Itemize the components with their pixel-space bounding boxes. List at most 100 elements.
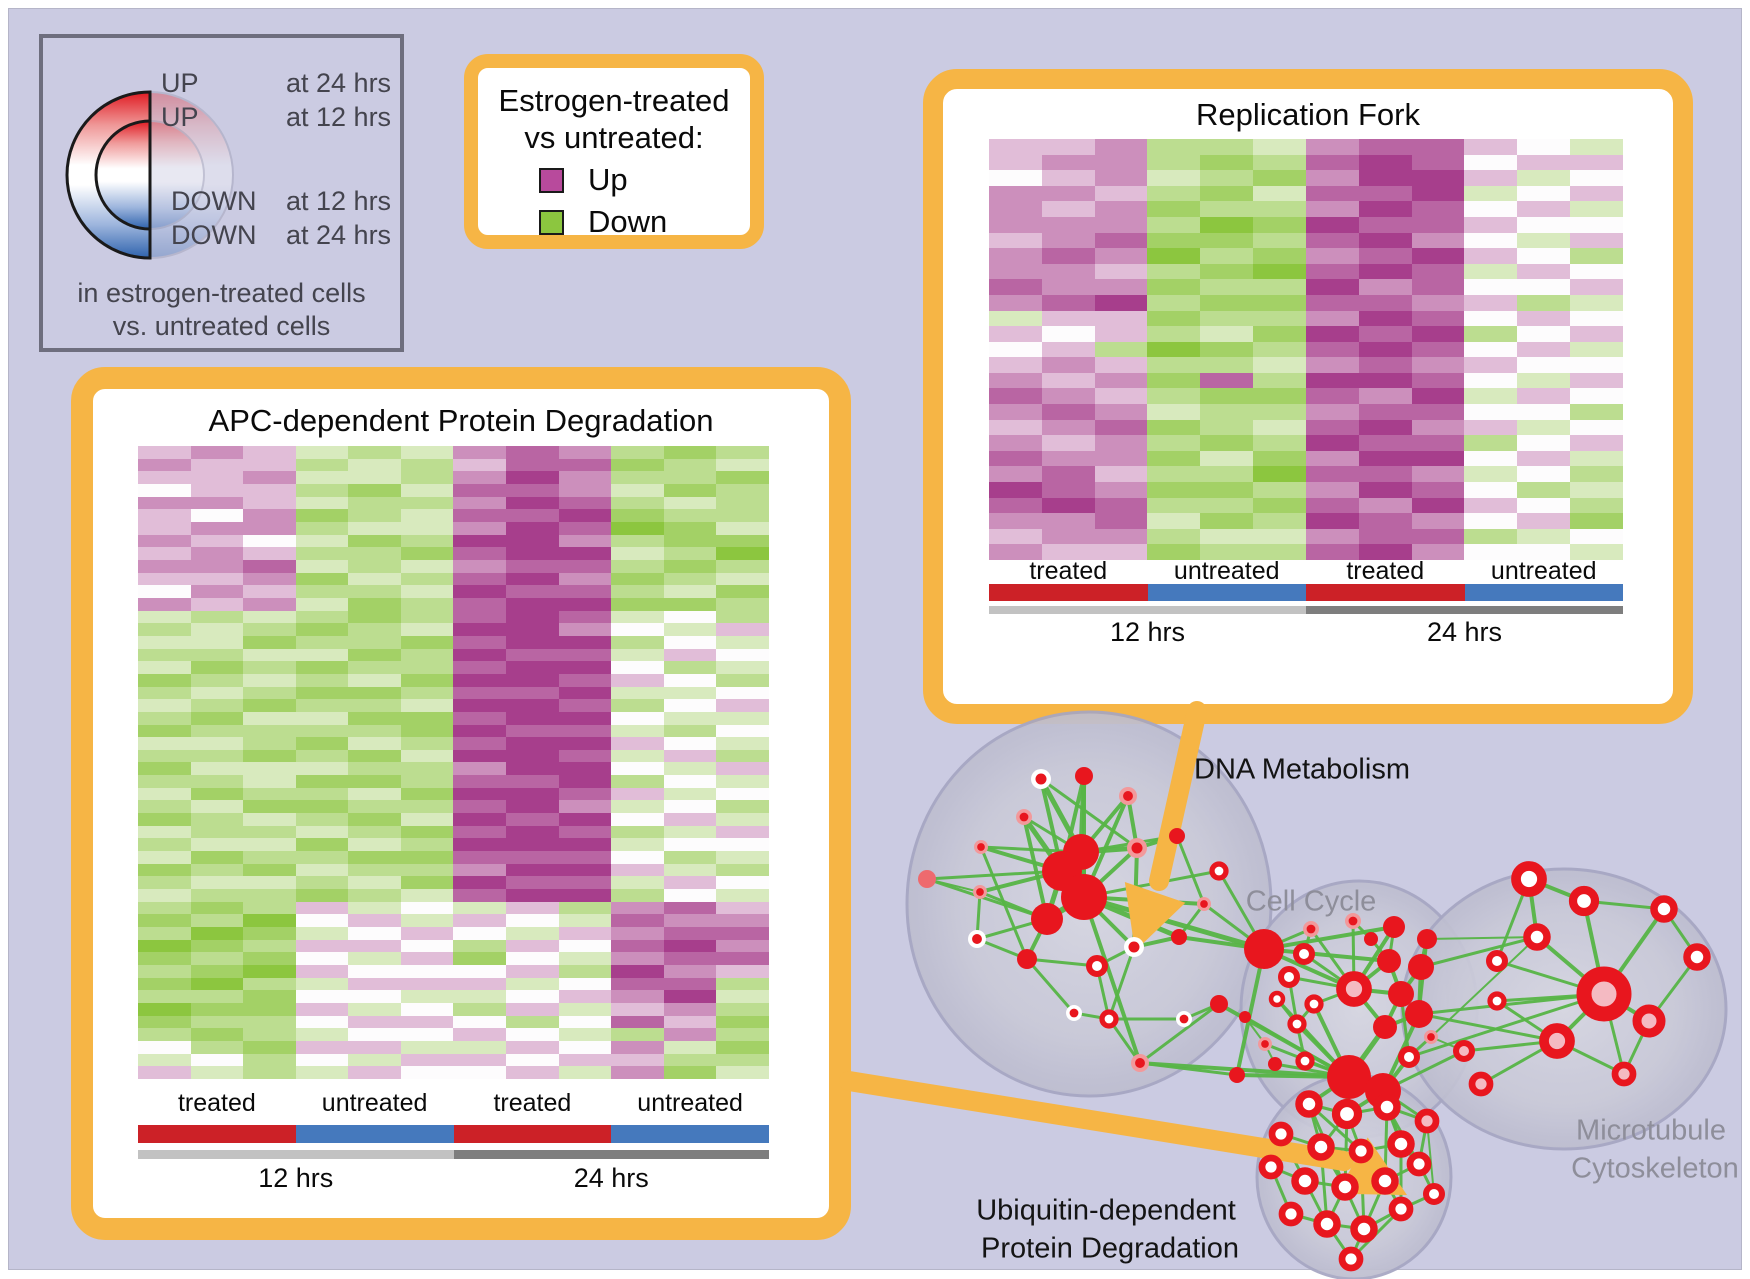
heatmap-cell [1411,154,1465,171]
heatmap-cell [716,1003,769,1016]
heatmap-cell [1464,248,1518,264]
network-node [1239,1011,1251,1023]
heatmap-cell [1570,404,1623,420]
network-edge [1302,952,1356,991]
heatmap-cell [1464,170,1518,186]
treated-bar [1306,584,1465,601]
heatmap-cell [1200,154,1254,171]
network-edge [1527,877,1586,903]
heatmap-cell [348,661,401,674]
heatmap-cell [663,939,717,953]
network-edge [1345,1089,1385,1116]
heatmap-cell [190,635,244,649]
heatmap-cell [1570,294,1623,311]
heatmap-cell [295,1028,349,1042]
heatmap-cell [348,914,401,928]
heatmap-cell [506,825,559,839]
heatmap-cell [138,724,191,738]
heatmap-cell [611,813,664,826]
heatmap-cell [716,711,769,725]
heatmap-cell [558,800,612,814]
network-edge [979,845,1064,873]
heatmap-cell [295,1053,349,1067]
group-label: untreated [321,1089,428,1117]
heatmap-cell [1200,216,1254,233]
heatmap-cell [295,1041,349,1054]
heatmap-cell [611,547,664,560]
heatmap-cell [348,800,401,814]
heatmap-cell [1200,232,1254,249]
heatmap-cell [1094,201,1148,217]
heatmap-cell [663,458,717,472]
heatmap-cell [506,496,559,510]
heatmap-cell [611,699,664,712]
heatmap-cell [295,787,349,801]
heatmap-cell [1253,357,1306,373]
heatmap-cell [558,1015,612,1029]
heatmap-cell [1570,341,1623,358]
network-node [1063,834,1099,870]
network-node [1268,990,1286,1008]
heatmap-cell [243,939,296,953]
heatmap-cell [453,446,507,459]
heatmap-cell [138,1028,191,1042]
network-edge [979,845,1029,961]
network-edge [1302,927,1313,956]
heatmap-cell [1358,372,1412,389]
heatmap-cell [190,965,244,978]
heatmap-cell [348,597,401,611]
heatmap-cell [1041,404,1095,420]
heatmap-cell [1517,263,1571,280]
heatmap-cell [190,521,244,535]
heatmap-cell [558,648,612,662]
time-label-12hrs: 12 hrs [258,1163,334,1193]
heatmap-cell [716,775,769,788]
heatmap-cell [348,458,401,472]
network-edge [1269,1165,1307,1183]
heatmap-cell [1200,279,1254,295]
heatmap-cell [348,977,401,991]
network-node [1539,1023,1575,1059]
heatmap-cell [1041,294,1095,311]
network-node [1408,954,1434,980]
network-node [1313,1210,1341,1238]
heatmap-cell [611,521,664,535]
heatmap-cell [716,534,769,548]
network-edge [1352,987,1403,996]
heatmap-cell [1041,544,1095,560]
heatmap-cell [295,534,349,548]
network-node [1377,949,1401,973]
heatmap-cell [1411,279,1465,295]
heatmap-cell [663,977,717,991]
heatmap-cell [1517,279,1571,295]
heatmap-cell [243,1066,296,1079]
heatmap-cell [506,1053,559,1067]
heatmap-cell [243,876,296,890]
heatmap-cell [989,497,1042,514]
heatmap-cell [138,901,191,915]
heatmap-cell [558,471,612,484]
heatmap-cell [295,1003,349,1016]
heatmap-cell [1094,357,1148,373]
heatmap-cell [611,889,664,902]
heatmap-cell [1200,170,1254,186]
heatmap-cell [138,762,191,776]
heatmap-cell [453,914,507,928]
network-edge [1082,895,1142,1065]
heatmap-cell [663,863,717,877]
heatmap-cell [1200,357,1254,373]
network-node [1210,995,1228,1013]
inner-ring-left-half [94,119,152,231]
heatmap-cell [243,635,296,649]
heatmap-cell [506,724,559,738]
ring-label-up-inner: UP [161,102,199,132]
heatmap-cell [558,1028,612,1042]
heatmap-cell [1094,528,1148,545]
heatmap-cell [138,483,191,497]
heatmap-cell [558,521,612,535]
heatmap-cell [400,471,454,484]
network-edge [1132,846,1139,949]
network-edge [1287,975,1356,991]
heatmap-cell [1147,435,1201,451]
heatmap-cell [716,737,769,750]
